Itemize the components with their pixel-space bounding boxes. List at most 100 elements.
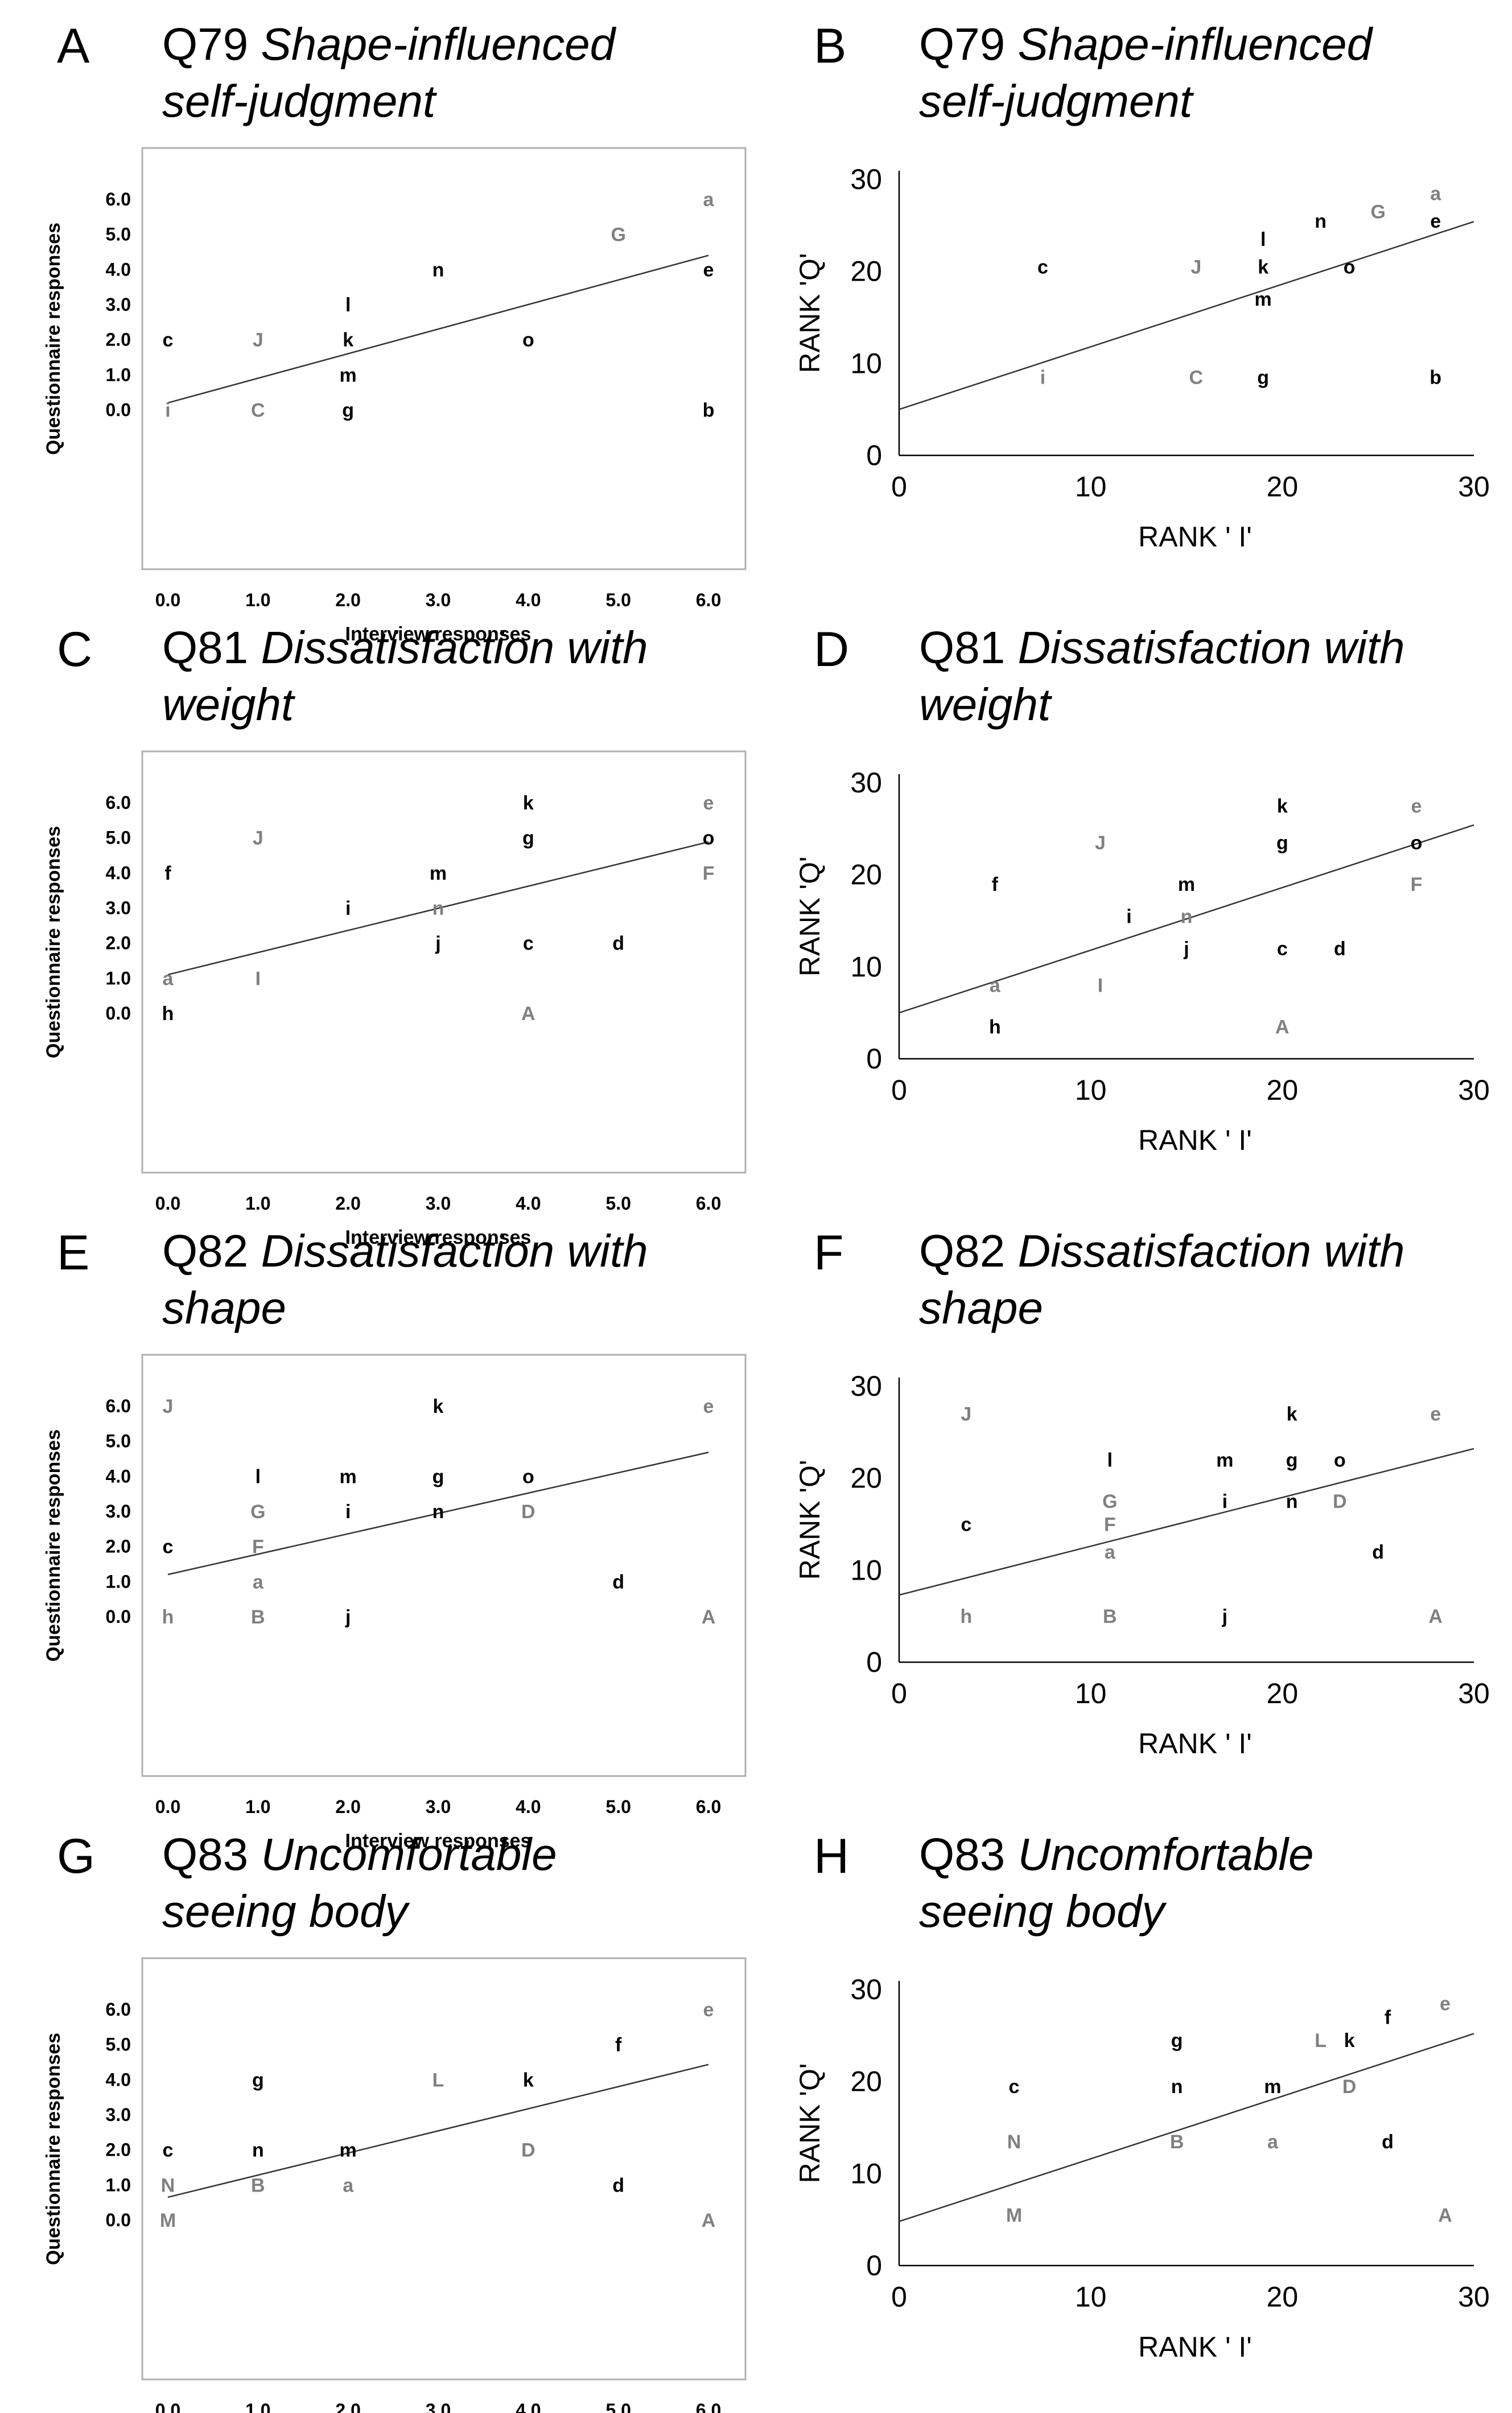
- data-point-l: l: [345, 294, 351, 316]
- data-point-J: J: [1190, 257, 1201, 278]
- data-point-G: G: [1370, 202, 1385, 223]
- x-tick-label: 0.0: [155, 1193, 180, 1214]
- y-tick-label: 30: [850, 1370, 882, 1402]
- y-tick-label: 0.0: [106, 2210, 131, 2230]
- chart-title-prefix: Q79: [162, 19, 261, 69]
- data-point-j: j: [435, 933, 440, 955]
- data-point-A: A: [1275, 1016, 1289, 1038]
- y-tick-label: 5.0: [106, 224, 131, 245]
- plot-frame: [141, 147, 747, 570]
- y-tick-label: 6.0: [106, 792, 131, 813]
- data-point-m: m: [340, 1466, 357, 1487]
- data-point-A: A: [521, 1003, 535, 1025]
- data-point-c: c: [1009, 2076, 1020, 2098]
- x-axis-label: RANK ' I': [1138, 521, 1252, 553]
- y-axis-label: RANK 'Q': [794, 1460, 826, 1580]
- data-point-e: e: [703, 1396, 714, 1417]
- y-tick-label: 3.0: [106, 2104, 131, 2125]
- data-point-o: o: [522, 330, 534, 351]
- x-tick-label: 2.0: [335, 1193, 360, 1214]
- data-point-G: G: [250, 1501, 265, 1523]
- data-point-J: J: [163, 1396, 174, 1417]
- y-axis-label: RANK 'Q': [794, 253, 826, 373]
- data-point-n: n: [1286, 1491, 1298, 1512]
- y-tick-label: 10: [850, 347, 882, 379]
- regression-line: [899, 2033, 1474, 2222]
- data-point-k: k: [1277, 795, 1288, 817]
- data-point-i: i: [345, 1501, 351, 1523]
- chart-title-line1: Q79 Shape-influenced: [162, 19, 617, 69]
- data-point-d: d: [612, 2174, 624, 2196]
- x-tick-label: 1.0: [245, 1797, 270, 1817]
- x-tick-label: 20: [1267, 471, 1299, 503]
- panel-letter: C: [57, 622, 92, 677]
- data-point-n: n: [1181, 906, 1193, 927]
- data-point-e: e: [703, 792, 714, 814]
- chart-title-line2: seeing body: [162, 1886, 410, 1937]
- chart-title-italic: Uncomfortable: [1017, 1829, 1313, 1880]
- chart-title-italic: shape: [162, 1282, 286, 1333]
- chart-title-prefix: Q82: [919, 1226, 1017, 1276]
- x-tick-label: 2.0: [335, 590, 360, 610]
- chart-title-italic: Dissatisfaction with: [1017, 622, 1404, 673]
- x-tick-label: 4.0: [516, 1797, 541, 1817]
- panel-letter: A: [57, 19, 90, 73]
- data-point-h: h: [162, 1003, 174, 1025]
- panel-letter: E: [57, 1226, 89, 1280]
- data-point-a: a: [253, 1571, 264, 1593]
- x-tick-label: 0.0: [155, 590, 180, 610]
- y-tick-label: 2.0: [106, 933, 131, 953]
- x-tick-label: 4.0: [516, 1193, 541, 1214]
- x-tick-label: 0: [891, 1678, 907, 1709]
- data-point-k: k: [1344, 2030, 1355, 2052]
- x-tick-label: 5.0: [605, 1797, 631, 1817]
- data-point-k: k: [523, 2069, 534, 2091]
- data-point-D: D: [521, 1501, 535, 1523]
- y-tick-label: 5.0: [106, 2034, 131, 2055]
- data-point-J: J: [253, 330, 263, 351]
- data-point-b: b: [1429, 367, 1441, 389]
- data-point-h: h: [989, 1016, 1001, 1038]
- data-point-i: i: [1126, 906, 1131, 927]
- x-tick-label: 6.0: [696, 2400, 721, 2413]
- x-tick-label: 0: [891, 1074, 907, 1106]
- data-point-C: C: [251, 400, 265, 421]
- data-point-N: N: [161, 2174, 175, 2196]
- x-tick-label: 0.0: [155, 2400, 180, 2413]
- x-axis-label: Interview responses: [345, 1227, 532, 1248]
- chart-title-italic: Uncomfortable: [261, 1829, 557, 1880]
- y-tick-label: 3.0: [106, 898, 131, 918]
- data-point-e: e: [1440, 1993, 1451, 2015]
- regression-line: [167, 254, 709, 404]
- x-tick-label: 20: [1267, 1678, 1299, 1709]
- data-point-l: l: [256, 1466, 261, 1487]
- data-point-n: n: [432, 898, 444, 919]
- data-point-j: j: [345, 1606, 351, 1628]
- data-point-F: F: [1104, 1514, 1116, 1536]
- data-point-e: e: [1430, 1404, 1441, 1425]
- data-point-i: i: [1222, 1491, 1227, 1512]
- x-tick-label: 30: [1458, 2281, 1490, 2313]
- y-axis-label: Questionnaire responses: [43, 826, 64, 1058]
- data-point-i: i: [165, 400, 170, 421]
- data-point-l: l: [1107, 1449, 1113, 1471]
- data-point-a: a: [343, 2174, 354, 2196]
- data-point-k: k: [343, 330, 353, 351]
- y-tick-label: 10: [850, 2157, 882, 2189]
- data-point-h: h: [162, 1606, 174, 1628]
- chart-title-italic: Shape-influenced: [1017, 19, 1373, 69]
- y-axis-label: RANK 'Q': [794, 857, 826, 977]
- y-tick-label: 30: [850, 767, 882, 799]
- y-tick-label: 6.0: [106, 1396, 131, 1416]
- data-point-F: F: [1411, 874, 1423, 895]
- data-point-d: d: [612, 933, 624, 955]
- data-point-n: n: [252, 2140, 264, 2161]
- data-point-n: n: [432, 259, 444, 281]
- y-tick-label: 5.0: [106, 1431, 131, 1452]
- panel-A: A Q79 Shape-influenced self-judgment 0.0 1.0…: [43, 19, 747, 645]
- y-tick-label: 20: [850, 859, 882, 891]
- data-point-o: o: [1344, 257, 1356, 278]
- data-point-i: i: [1040, 367, 1045, 389]
- data-point-m: m: [1216, 1449, 1233, 1471]
- y-tick-label: 20: [850, 256, 882, 287]
